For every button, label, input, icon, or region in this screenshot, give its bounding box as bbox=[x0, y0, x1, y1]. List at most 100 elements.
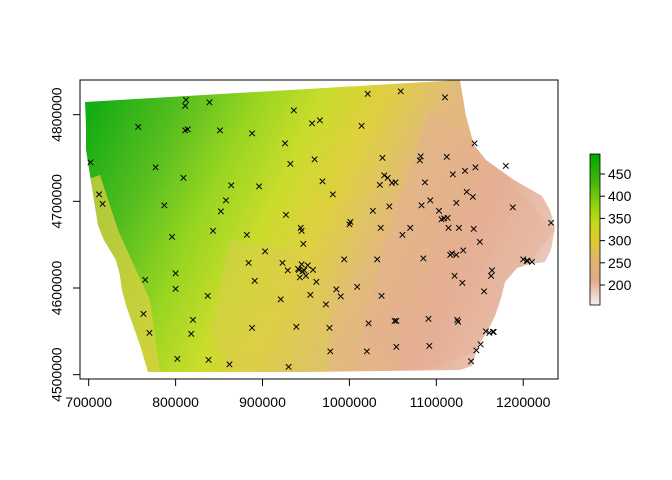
sample-point-marker: × bbox=[489, 324, 497, 340]
sample-point-marker: × bbox=[139, 306, 147, 322]
sample-point-marker: × bbox=[227, 177, 235, 193]
sample-point-marker: × bbox=[189, 312, 197, 328]
sample-point-marker: × bbox=[311, 151, 319, 167]
sample-point-marker: × bbox=[326, 343, 334, 359]
sample-point-marker: × bbox=[453, 312, 461, 328]
sample-point-marker: × bbox=[172, 265, 180, 281]
sample-point-marker: × bbox=[369, 202, 377, 218]
sample-point-marker: × bbox=[425, 338, 433, 354]
sample-point-marker: × bbox=[325, 319, 333, 335]
sample-point-marker: × bbox=[377, 287, 385, 303]
sample-point-marker: × bbox=[297, 220, 305, 236]
sample-point-marker: × bbox=[346, 214, 354, 230]
sample-point-marker: × bbox=[391, 312, 399, 328]
sample-point-marker: × bbox=[398, 227, 406, 243]
sample-point-marker: × bbox=[416, 152, 424, 168]
sample-point-marker: × bbox=[296, 269, 304, 285]
sample-point-marker: × bbox=[488, 262, 496, 278]
sample-point-marker: × bbox=[487, 267, 495, 283]
sample-point-marker: × bbox=[388, 175, 396, 191]
sample-point-marker: × bbox=[277, 291, 285, 307]
sample-point-marker: × bbox=[476, 234, 484, 250]
sample-point-marker: × bbox=[406, 220, 414, 236]
x-tick-label: 800000 bbox=[152, 394, 199, 410]
legend-tick-label: 400 bbox=[608, 188, 632, 204]
sample-point-marker: × bbox=[463, 183, 471, 199]
sample-point-marker: × bbox=[160, 197, 168, 213]
sample-point-marker: × bbox=[345, 216, 353, 232]
sample-point-marker: × bbox=[337, 288, 345, 304]
sample-point-marker: × bbox=[519, 251, 527, 267]
sample-point-marker: × bbox=[222, 192, 230, 208]
sample-point-marker: × bbox=[286, 156, 294, 172]
sample-point-marker: × bbox=[392, 338, 400, 354]
y-tick-label: 4700000 bbox=[49, 174, 65, 229]
sample-point-marker: × bbox=[357, 117, 365, 133]
sample-point-marker: × bbox=[426, 192, 434, 208]
sample-point-marker: × bbox=[490, 324, 498, 340]
sample-point-marker: × bbox=[209, 222, 217, 238]
sample-point-marker: × bbox=[377, 220, 385, 236]
sample-point-marker: × bbox=[298, 263, 306, 279]
sample-point-marker: × bbox=[204, 287, 212, 303]
sample-point-marker: × bbox=[417, 197, 425, 213]
sample-point-marker: × bbox=[443, 149, 451, 165]
sample-point-marker: × bbox=[306, 286, 314, 302]
sample-point-marker: × bbox=[134, 118, 142, 134]
sample-point-marker: × bbox=[419, 250, 427, 266]
sample-point-marker: × bbox=[471, 159, 479, 175]
sample-point-marker: × bbox=[424, 311, 432, 327]
legend-tick-label: 200 bbox=[608, 277, 632, 293]
sample-point-marker: × bbox=[397, 83, 405, 99]
sample-point-marker: × bbox=[446, 247, 454, 263]
sample-point-marker: × bbox=[225, 356, 233, 372]
sample-point-marker: × bbox=[472, 342, 480, 358]
sample-point-marker: × bbox=[440, 210, 448, 226]
sample-point-marker: × bbox=[353, 279, 361, 295]
sample-point-marker: × bbox=[168, 228, 176, 244]
sample-point-marker: × bbox=[299, 235, 307, 251]
legend-tick-label: 250 bbox=[608, 255, 632, 271]
sample-point-marker: × bbox=[184, 121, 192, 137]
sample-point-marker: × bbox=[392, 312, 400, 328]
sample-point-marker: × bbox=[363, 343, 371, 359]
sample-point-marker: × bbox=[86, 154, 94, 170]
sample-point-marker: × bbox=[452, 195, 460, 211]
sample-point-marker: × bbox=[255, 178, 263, 194]
sample-point-marker: × bbox=[309, 261, 317, 277]
sample-point-marker: × bbox=[99, 195, 107, 211]
sample-point-marker: × bbox=[172, 280, 180, 296]
sample-point-marker: × bbox=[385, 198, 393, 214]
sample-point-marker: × bbox=[477, 336, 485, 352]
sample-point-marker: × bbox=[284, 358, 292, 374]
sample-point-marker: × bbox=[469, 189, 477, 205]
legend-tick-label: 300 bbox=[608, 233, 632, 249]
sample-point-marker: × bbox=[243, 227, 251, 243]
sample-point-marker: × bbox=[95, 186, 103, 202]
sample-point-marker: × bbox=[376, 176, 384, 192]
sample-point-marker: × bbox=[547, 215, 555, 231]
sample-point-marker: × bbox=[187, 325, 195, 341]
sample-point-marker: × bbox=[173, 351, 181, 367]
sample-point-marker: × bbox=[364, 315, 372, 331]
sample-point-marker: × bbox=[281, 135, 289, 151]
sample-points: ××××××××××××××××××××××××××××××××××××××××… bbox=[86, 83, 555, 375]
sample-point-marker: × bbox=[329, 186, 337, 202]
sample-point-marker: × bbox=[332, 281, 340, 297]
sample-point-marker: × bbox=[378, 150, 386, 166]
sample-point-marker: × bbox=[205, 351, 213, 367]
sample-point-marker: × bbox=[452, 247, 460, 263]
sample-point-marker: × bbox=[449, 166, 457, 182]
legend-color-bar bbox=[589, 153, 601, 306]
sample-point-marker: × bbox=[523, 253, 531, 269]
sample-point-marker: × bbox=[523, 253, 531, 269]
sample-point-marker: × bbox=[278, 254, 286, 270]
sample-point-marker: × bbox=[391, 174, 399, 190]
sample-point-marker: × bbox=[502, 157, 510, 173]
x-tick-label: 900000 bbox=[239, 394, 286, 410]
sample-point-marker: × bbox=[470, 135, 478, 151]
sample-point-marker: × bbox=[312, 273, 320, 289]
sample-point-marker: × bbox=[181, 98, 189, 114]
sample-point-marker: × bbox=[441, 89, 449, 105]
sample-point-marker: × bbox=[364, 85, 372, 101]
